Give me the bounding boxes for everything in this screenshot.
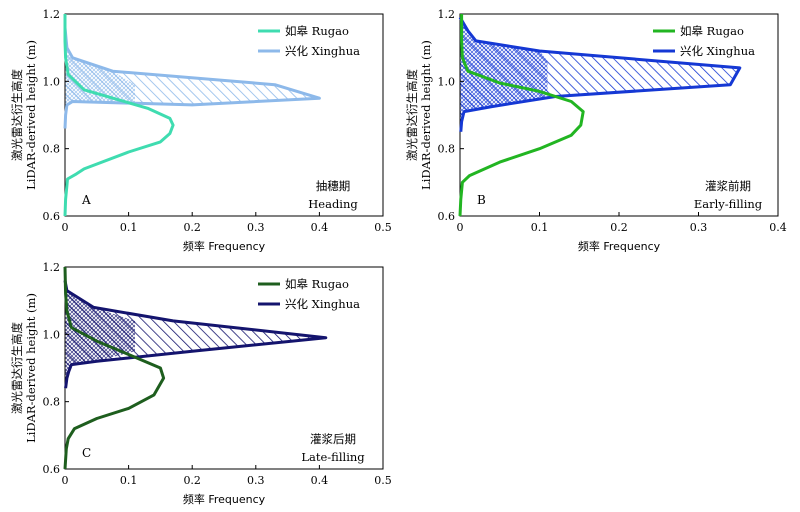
legend-label-xinghua: 兴化 Xinghua xyxy=(680,44,755,58)
y-tick-label: 1.2 xyxy=(438,8,456,21)
panel-letter: B xyxy=(477,193,486,207)
chart-panel-b: 0 0.1 0.2 0.3 0.4 0.6 0.8 1.0 1.2 频率 Frequency 激光雷… xyxy=(405,8,787,253)
stage-label-cn: 灌浆后期 xyxy=(310,432,356,446)
x-tick-label: 0.4 xyxy=(311,474,329,487)
x-tick-label: 0.5 xyxy=(374,474,392,487)
y-axis-label-cn: 激光雷达衍生高度 xyxy=(405,69,419,161)
legend-label-rugao: 如皋 Rugao xyxy=(285,277,349,291)
x-axis-label: 频率 Frequency xyxy=(578,239,661,253)
y-axis-label-cn: 激光雷达衍生高度 xyxy=(10,69,24,161)
y-axis-label-en: LiDAR-derived height (m) xyxy=(24,40,38,190)
x-tick-label: 0.5 xyxy=(374,221,392,234)
x-tick-label: 0.1 xyxy=(120,221,138,234)
stage-label-cn: 抽穗期 xyxy=(316,179,351,193)
series-line-xinghua xyxy=(63,27,321,129)
x-tick-label: 0.3 xyxy=(247,474,265,487)
y-tick-label: 0.6 xyxy=(438,210,456,223)
stage-label-en: Heading xyxy=(308,197,358,211)
legend-label-xinghua: 兴化 Xinghua xyxy=(285,44,360,58)
x-tick-label: 0.3 xyxy=(247,221,265,234)
xinghua-area-hatch xyxy=(65,280,326,389)
chart-panel-a: 0 0.1 0.2 0.3 0.4 0.5 0.6 0.8 1.0 1.2 频率 Frequency… xyxy=(10,8,392,253)
stage-label-en: Early-filling xyxy=(694,197,763,211)
y-tick-label: 1.2 xyxy=(43,261,61,274)
series-line-xinghua xyxy=(63,280,328,389)
x-axis-label: 频率 Frequency xyxy=(183,492,266,506)
series-line-rugao xyxy=(458,14,585,217)
y-axis-label-cn: 激光雷达衍生高度 xyxy=(10,322,24,414)
y-tick-label: 0.6 xyxy=(43,463,61,476)
overlap-area-crosshatch xyxy=(460,17,548,132)
y-axis-label-en: LiDAR-derived height (m) xyxy=(24,293,38,443)
y-tick-label: 0.6 xyxy=(43,210,61,223)
y-tick-label: 1.0 xyxy=(438,75,456,88)
y-tick-label: 0.8 xyxy=(43,143,61,156)
x-tick-label: 0 xyxy=(62,474,69,487)
series-line-rugao xyxy=(63,14,175,217)
x-tick-label: 0.2 xyxy=(183,474,201,487)
stage-label-en: Late-filling xyxy=(301,450,365,464)
x-tick-label: 0.4 xyxy=(311,221,329,234)
y-tick-label: 1.2 xyxy=(43,8,61,21)
legend-label-rugao: 如皋 Rugao xyxy=(285,24,349,38)
y-tick-label: 1.0 xyxy=(43,75,61,88)
legend-label-rugao: 如皋 Rugao xyxy=(680,24,744,38)
x-tick-label: 0.1 xyxy=(531,221,549,234)
x-tick-label: 0.2 xyxy=(610,221,628,234)
chart-panel-c: 0 0.1 0.2 0.3 0.4 0.5 0.6 0.8 1.0 1.2 频率 Frequency… xyxy=(10,261,392,506)
x-tick-label: 0.4 xyxy=(769,221,787,234)
series-line-rugao xyxy=(63,266,166,470)
y-tick-label: 0.8 xyxy=(438,143,456,156)
y-axis-label-en: LiDAR-derived height (m) xyxy=(419,40,433,190)
x-tick-label: 0.1 xyxy=(120,474,138,487)
y-tick-label: 1.0 xyxy=(43,328,61,341)
y-tick-label: 0.8 xyxy=(43,396,61,409)
x-tick-label: 0 xyxy=(62,221,69,234)
xinghua-area-hatch xyxy=(460,17,740,132)
x-axis-label: 频率 Frequency xyxy=(183,239,266,253)
x-tick-label: 0.2 xyxy=(183,221,201,234)
x-tick-label: 0.3 xyxy=(690,221,708,234)
overlap-area-crosshatch xyxy=(65,280,135,389)
panel-letter: C xyxy=(82,446,91,460)
legend-label-xinghua: 兴化 Xinghua xyxy=(285,297,360,311)
x-tick-label: 0 xyxy=(457,221,464,234)
stage-label-cn: 灌浆前期 xyxy=(705,179,751,193)
plot-frame xyxy=(64,266,384,470)
panel-letter: A xyxy=(81,193,91,207)
series-line-xinghua xyxy=(458,16,742,132)
